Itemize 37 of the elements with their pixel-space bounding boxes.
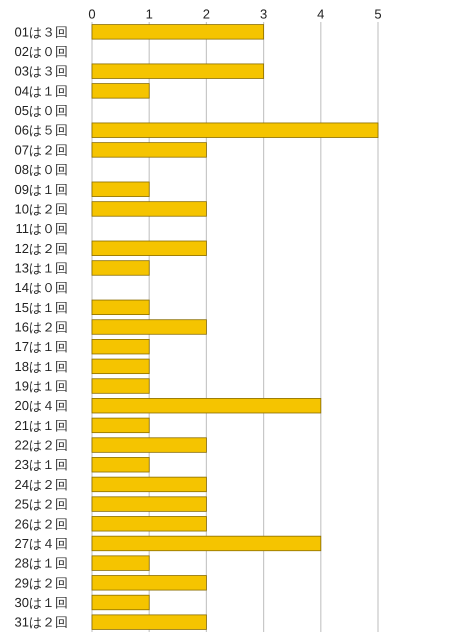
- y-tick-label: 29は２回: [14, 575, 68, 590]
- y-tick-label: 20は４回: [14, 398, 68, 414]
- y-tick-label: 14は０回: [14, 280, 68, 296]
- y-tick-label: 23は１回: [14, 457, 68, 472]
- y-tick-label: 18は１回: [14, 358, 68, 374]
- y-tick-label: 08は０回: [14, 162, 68, 178]
- y-tick-label: 26は２回: [14, 516, 68, 532]
- y-tick-label: 10は２回: [14, 201, 68, 216]
- y-tick-label: 24は２回: [14, 476, 68, 492]
- y-tick-label: 09は１回: [14, 182, 68, 197]
- x-tick-label: 0: [88, 6, 96, 22]
- y-tick-label: 13は１回: [14, 260, 68, 276]
- y-tick-label: 31は２回: [14, 614, 68, 630]
- y-tick-label: 06は５回: [14, 122, 68, 138]
- y-tick-label: 19は１回: [14, 378, 68, 394]
- y-tick-label: 30は１回: [14, 594, 68, 610]
- y-tick-label: 16は２回: [14, 320, 68, 334]
- x-tick-label: 4: [317, 6, 324, 22]
- y-tick-label: 15は１回: [14, 300, 68, 315]
- x-tick-label: 5: [374, 6, 382, 22]
- y-tick-label: 22は２回: [14, 438, 68, 453]
- x-tick-label: 2: [202, 6, 210, 22]
- y-tick-label: 12は２回: [14, 240, 68, 256]
- y-tick-label: 01は３回: [14, 24, 68, 40]
- y-tick-label: 02は０回: [14, 44, 68, 60]
- x-tick-label: 1: [146, 6, 153, 22]
- y-tick-label: 25は２回: [14, 496, 68, 512]
- y-tick-label: 17は１回: [14, 339, 68, 354]
- y-tick-label: 07は２回: [14, 142, 68, 158]
- x-tick-label: 3: [260, 6, 268, 22]
- y-tick-label: 04は１回: [14, 83, 68, 98]
- y-tick-label: 11は０回: [16, 221, 68, 236]
- y-tick-label: 28は１回: [14, 556, 68, 571]
- y-tick-label: 03は３回: [14, 64, 68, 79]
- y-tick-label: 21は１回: [14, 418, 68, 433]
- y-tick-label: 27は４回: [14, 536, 68, 551]
- y-tick-label: 05は０回: [14, 103, 68, 118]
